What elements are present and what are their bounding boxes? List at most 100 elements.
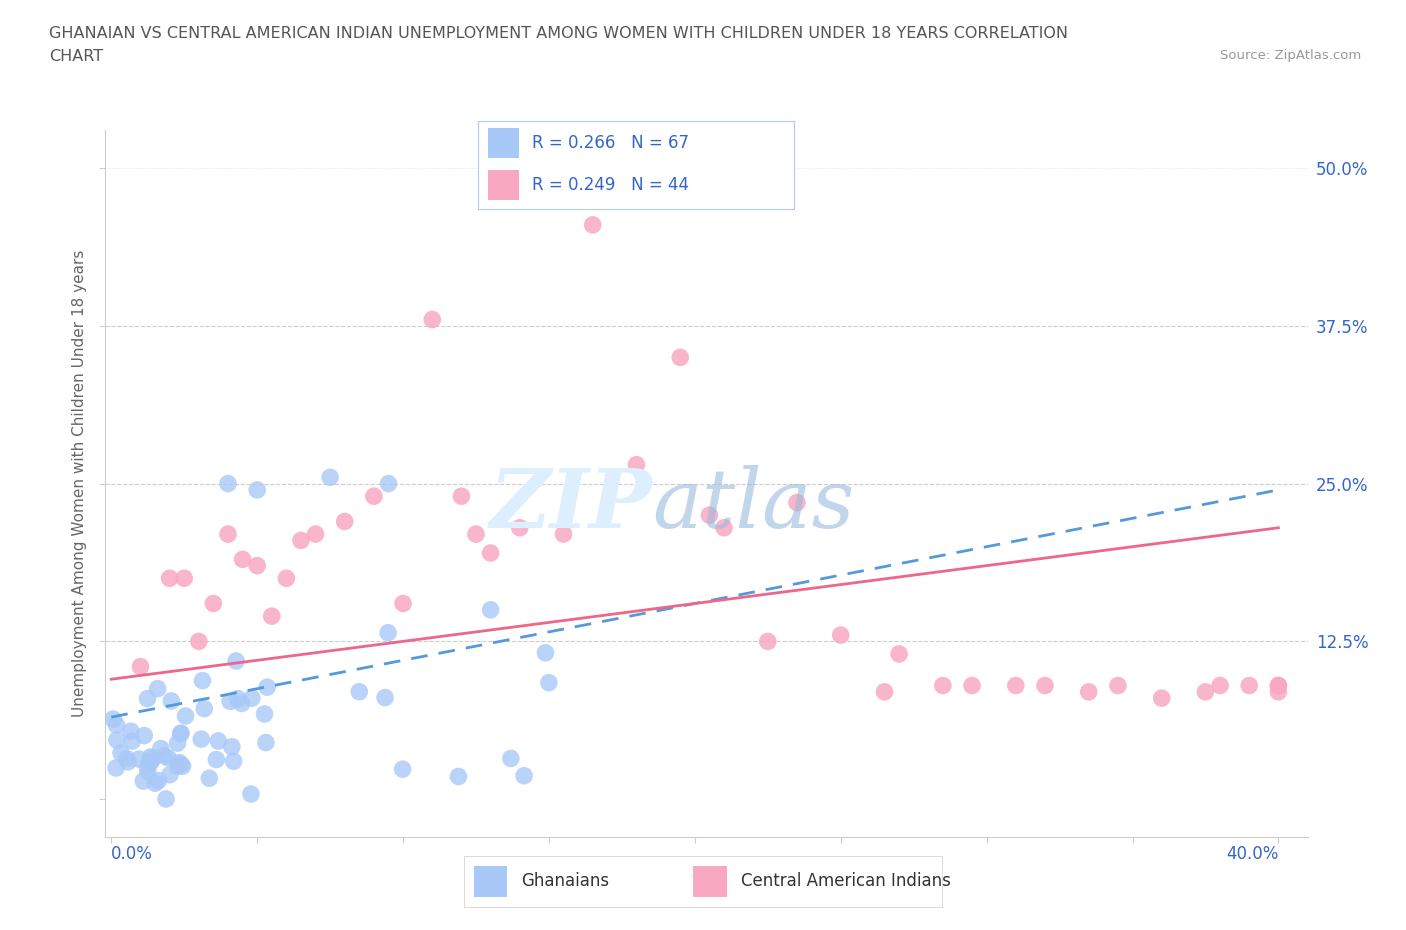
Point <box>105 733 128 748</box>
Point <box>319 470 342 485</box>
Point <box>149 741 172 756</box>
Point <box>887 646 910 661</box>
Text: R = 0.249   N = 44: R = 0.249 N = 44 <box>531 177 689 194</box>
Point <box>115 751 138 766</box>
Text: CHART: CHART <box>49 49 103 64</box>
Y-axis label: Unemployment Among Women with Children Under 18 years: Unemployment Among Women with Children U… <box>72 250 87 717</box>
Point <box>207 734 229 749</box>
Point <box>392 596 415 611</box>
Point <box>240 691 263 706</box>
Point <box>232 551 254 566</box>
Point <box>205 752 228 767</box>
Text: Source: ZipAtlas.com: Source: ZipAtlas.com <box>1220 49 1361 62</box>
Point <box>1150 691 1173 706</box>
Point <box>626 458 648 472</box>
Bar <box>474 866 508 897</box>
Point <box>117 754 139 769</box>
Point <box>873 684 896 699</box>
Point <box>190 732 212 747</box>
Point <box>167 755 190 770</box>
Point <box>253 707 276 722</box>
Point <box>932 678 955 693</box>
Point <box>1033 678 1056 693</box>
Point <box>374 690 396 705</box>
Point <box>222 754 245 769</box>
Point <box>157 751 180 765</box>
Point <box>174 709 197 724</box>
Point <box>141 754 163 769</box>
Point <box>198 771 221 786</box>
Point <box>193 701 215 716</box>
Point <box>786 495 808 510</box>
Point <box>136 691 159 706</box>
Point <box>101 711 124 726</box>
Point <box>1004 678 1026 693</box>
Point <box>202 596 225 611</box>
Point <box>377 625 399 640</box>
Point <box>479 603 502 618</box>
Point <box>465 526 488 541</box>
Point <box>349 684 371 699</box>
Point <box>121 734 143 749</box>
Point <box>160 694 183 709</box>
Text: 0.0%: 0.0% <box>111 844 153 862</box>
Point <box>169 726 191 741</box>
Point <box>290 533 312 548</box>
Point <box>333 514 356 529</box>
Point <box>226 691 249 706</box>
Point <box>1194 684 1216 699</box>
Point <box>479 546 502 561</box>
Point <box>669 350 692 365</box>
Point <box>159 767 181 782</box>
Point <box>110 746 132 761</box>
Point <box>187 634 209 649</box>
Point <box>830 628 852 643</box>
Point <box>159 571 181 586</box>
Point <box>139 750 162 764</box>
Text: GHANAIAN VS CENTRAL AMERICAN INDIAN UNEMPLOYMENT AMONG WOMEN WITH CHILDREN UNDER: GHANAIAN VS CENTRAL AMERICAN INDIAN UNEM… <box>49 26 1069 41</box>
Point <box>148 773 170 788</box>
Point <box>960 678 983 693</box>
Point <box>1077 684 1099 699</box>
Point <box>191 673 214 688</box>
Point <box>221 739 243 754</box>
Point <box>582 218 605 232</box>
Point <box>128 751 150 766</box>
Point <box>756 634 779 649</box>
Point <box>219 694 242 709</box>
Text: R = 0.266   N = 67: R = 0.266 N = 67 <box>531 134 689 152</box>
Point <box>105 718 128 733</box>
Point <box>537 675 560 690</box>
Point <box>129 659 152 674</box>
Point <box>246 483 269 498</box>
Point <box>1237 678 1260 693</box>
Point <box>553 526 575 541</box>
Point <box>217 476 239 491</box>
Point <box>534 645 557 660</box>
Point <box>513 768 536 783</box>
Point <box>246 558 269 573</box>
Point <box>136 760 159 775</box>
Point <box>1267 678 1289 693</box>
Point <box>260 609 283 624</box>
Point <box>136 764 159 778</box>
Point <box>254 735 277 750</box>
Text: 40.0%: 40.0% <box>1226 844 1278 862</box>
Text: ZIP: ZIP <box>489 465 652 545</box>
Point <box>166 736 188 751</box>
Point <box>1107 678 1129 693</box>
Point <box>363 489 385 504</box>
Point <box>153 749 176 764</box>
Point <box>391 762 413 777</box>
Point <box>138 755 160 770</box>
Point <box>143 776 166 790</box>
Point <box>225 654 247 669</box>
Text: atlas: atlas <box>652 465 855 545</box>
Point <box>166 759 188 774</box>
Point <box>713 521 735 536</box>
Bar <box>488 128 519 158</box>
Point <box>231 696 253 711</box>
Point <box>239 787 262 802</box>
Point <box>276 571 298 586</box>
Point <box>304 526 326 541</box>
